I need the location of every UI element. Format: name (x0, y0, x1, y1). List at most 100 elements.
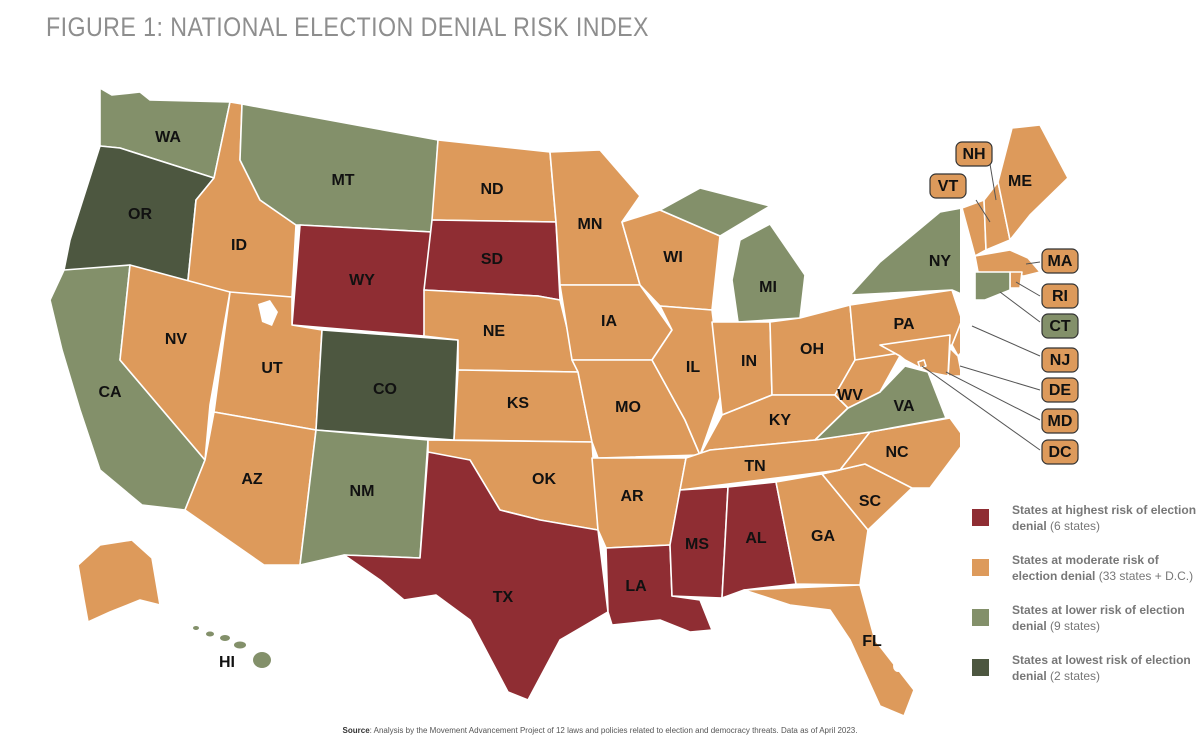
label-NM: NM (350, 483, 375, 500)
legend-swatch-lower (972, 609, 989, 626)
label-CA: CA (98, 384, 122, 401)
state-NY[interactable] (849, 207, 960, 300)
callout-VT[interactable]: VT (929, 173, 967, 199)
legend-label-lower: States at lower risk of election denial … (1012, 603, 1185, 633)
callout-CT[interactable]: CT (1041, 313, 1079, 339)
callout-box-DC (1041, 439, 1079, 465)
label-KY: KY (769, 412, 792, 429)
label-RI: RI (1052, 288, 1068, 305)
label-ID: ID (231, 237, 247, 254)
callout-RI[interactable]: RI (1041, 283, 1079, 309)
label-ND: ND (480, 181, 503, 198)
callout-leaders (921, 163, 1041, 451)
label-VT: VT (938, 178, 959, 195)
label-AZ: AZ (241, 471, 263, 488)
legend-swatch-highest (972, 509, 989, 526)
label-IA: IA (601, 313, 617, 330)
label-OH: OH (800, 341, 824, 358)
label-OK: OK (532, 471, 556, 488)
label-MT: MT (331, 172, 354, 189)
callout-NJ[interactable]: NJ (1041, 347, 1079, 373)
label-DC: DC (1048, 444, 1072, 461)
state-labels: WA OR CA ID NV MT WY UT AZ CO NM ND SD N… (81, 129, 951, 671)
label-KS: KS (507, 395, 530, 412)
callout-DE[interactable]: DE (1041, 377, 1079, 403)
state-HI[interactable] (193, 626, 271, 668)
label-FL: FL (862, 633, 882, 650)
source-note: Source: Analysis by the Movement Advance… (342, 726, 858, 735)
callout-MD[interactable]: MD (1041, 408, 1079, 434)
callout-DC[interactable]: DC (1041, 439, 1079, 465)
label-CT: CT (1049, 318, 1071, 335)
label-MD: MD (1048, 413, 1073, 430)
label-TN: TN (744, 458, 765, 475)
label-CO: CO (373, 381, 397, 398)
callout-box-NH (955, 141, 993, 167)
state-RI[interactable] (1009, 271, 1023, 289)
legend-label-highest: States at highest risk of election denia… (1012, 503, 1197, 533)
legend-swatch-lowest (972, 659, 989, 676)
callout-box-VT (929, 173, 967, 199)
label-MN: MN (578, 216, 603, 233)
state-AL[interactable] (721, 481, 797, 599)
label-GA: GA (811, 528, 835, 545)
label-WY: WY (349, 272, 375, 289)
state-DC[interactable] (917, 359, 927, 369)
state-TX[interactable] (343, 451, 609, 701)
state-ME[interactable] (997, 124, 1069, 241)
legend-item-moderate: States at moderate risk of election deni… (972, 550, 1197, 600)
callout-box-MD (1041, 408, 1079, 434)
lake-okeechobee (893, 660, 903, 672)
state-MI-UP[interactable] (659, 187, 771, 237)
label-WI: WI (663, 249, 683, 266)
label-NE: NE (483, 323, 506, 340)
legend-item-lowest: States at lowest risk of election denial… (972, 650, 1197, 700)
us-choropleth-map: WA OR CA ID NV MT WY UT AZ CO NM ND SD N… (49, 87, 960, 717)
label-IL: IL (686, 359, 700, 376)
callout-box-MA (1041, 248, 1079, 274)
state-VT[interactable] (961, 199, 987, 257)
callout-box-RI (1041, 283, 1079, 309)
label-LA: LA (625, 578, 647, 595)
state-AK[interactable] (77, 539, 161, 623)
label-WA: WA (155, 129, 181, 146)
label-DE: DE (1049, 382, 1072, 399)
callout-box-NJ (1041, 347, 1079, 373)
label-NH: NH (962, 146, 985, 163)
label-NC: NC (885, 444, 909, 461)
callout-box-DE (1041, 377, 1079, 403)
state-NV[interactable] (119, 264, 231, 461)
label-IN: IN (741, 353, 757, 370)
label-SD: SD (481, 251, 503, 268)
label-WV: WV (837, 387, 863, 404)
figure-title: FIGURE 1: NATIONAL ELECTION DENIAL RISK … (46, 12, 649, 42)
label-AR: AR (620, 488, 644, 505)
callout-NH[interactable]: NH (955, 141, 993, 167)
state-FL[interactable] (743, 584, 915, 717)
legend-item-highest: States at highest risk of election denia… (972, 500, 1197, 550)
label-MO: MO (615, 399, 641, 416)
label-HI: HI (219, 654, 235, 671)
state-GA[interactable] (775, 473, 869, 586)
legend: States at highest risk of election denia… (972, 500, 1197, 700)
callout-MA[interactable]: MA (1041, 248, 1079, 274)
label-PA: PA (893, 316, 914, 333)
label-OR: OR (128, 206, 152, 223)
state-MD[interactable] (879, 334, 951, 377)
label-MS: MS (685, 536, 709, 553)
legend-label-moderate: States at moderate risk of election deni… (1012, 553, 1194, 583)
legend-swatch-moderate (972, 559, 989, 576)
label-ME: ME (1008, 173, 1032, 190)
legend-label-lowest: States at lowest risk of election denial… (1012, 653, 1191, 683)
state-MS[interactable] (669, 486, 729, 599)
label-VA: VA (893, 398, 914, 415)
callout-box-CT (1041, 313, 1079, 339)
label-SC: SC (859, 493, 882, 510)
label-NV: NV (165, 331, 188, 348)
label-MA: MA (1048, 253, 1073, 270)
label-TX: TX (493, 589, 514, 606)
label-NY: NY (929, 253, 952, 270)
legend-item-lower: States at lower risk of election denial … (972, 600, 1197, 650)
